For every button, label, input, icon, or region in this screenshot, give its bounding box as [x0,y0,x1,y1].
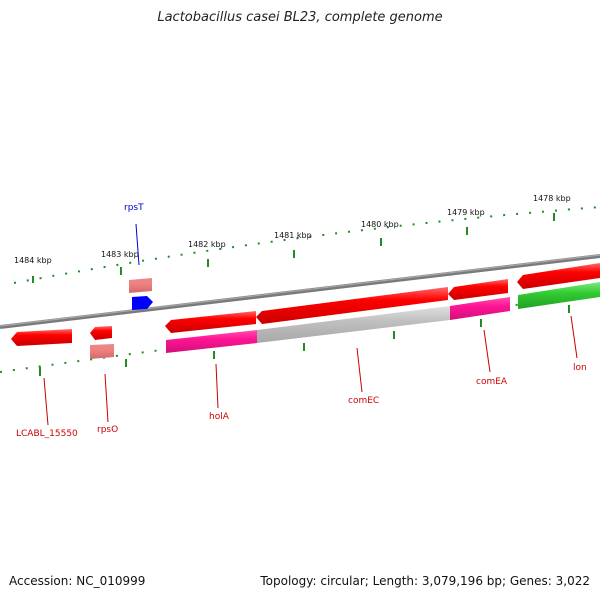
gene-label-lon[interactable]: lon [573,363,587,373]
reverse-cds-row [11,263,600,346]
forward-features [129,278,153,310]
gene-label-LCABL-15550[interactable]: LCABL_15550 [16,429,78,439]
gene-rpsT-rna[interactable] [129,278,152,293]
gene-comEA[interactable] [448,279,508,300]
major-ticks-lower [39,305,570,376]
rpsO-rna-band[interactable] [90,344,114,359]
gene-label-rpsO[interactable]: rpsO [97,425,118,435]
kbp-label: 1479 kbp [447,208,485,217]
comEC-band[interactable] [257,306,450,343]
kbp-label: 1482 kbp [188,240,226,249]
holA-band[interactable] [166,330,257,353]
kbp-label: 1478 kbp [533,194,571,203]
accession-text: Accession: NC_010999 [9,574,146,588]
label-leaders [43,223,578,426]
gene-label-comEC[interactable]: comEC [348,396,379,406]
product-band-row [90,282,600,359]
gene-comEC[interactable] [256,287,448,324]
gene-LCABL-15550[interactable] [11,329,72,346]
kbp-label: 1483 kbp [101,250,139,259]
gene-holA[interactable] [165,311,256,333]
gene-label-holA[interactable]: holA [209,412,230,422]
lon-band[interactable] [518,282,600,309]
comEA-band[interactable] [450,297,510,320]
gene-label-comEA[interactable]: comEA [476,377,508,387]
major-ticks-upper [32,213,555,283]
kbp-label: 1484 kbp [14,256,52,265]
kbp-label: 1481 kbp [274,231,312,240]
gene-rpsO[interactable] [90,326,112,340]
kbp-label: 1480 kbp [361,220,399,229]
gene-label-rpsT[interactable]: rpsT [124,203,144,213]
kbp-tick-ring-upper [13,206,600,284]
map-title: Lactobacillus casei BL23, complete genom… [157,10,443,25]
gene-lon[interactable] [517,263,600,289]
misc-feature-arrow[interactable] [132,296,153,310]
genome-summary-text: Topology: circular; Length: 3,079,196 bp… [260,574,590,588]
kbp-tick-ring-lower [0,294,600,373]
genome-backbone [0,254,600,329]
